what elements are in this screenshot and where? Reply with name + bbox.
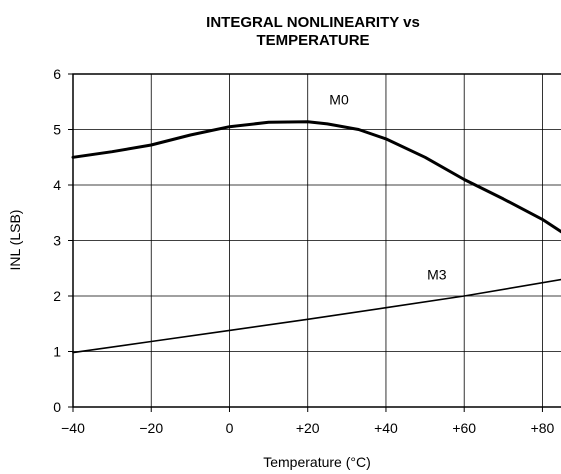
y-tick-label: 4 [53,177,61,193]
y-axis-ticks: 0 1 2 3 4 5 6 [53,66,73,415]
y-tick-label: 2 [53,288,61,304]
series-label-m3: M3 [427,266,447,282]
x-tick-label: −40 [61,420,85,436]
y-tick-label: 5 [53,122,61,138]
series-line-m0 [71,120,561,234]
y-tick-label: 3 [53,233,61,249]
y-axis-label: INL (LSB) [7,210,23,271]
chart-subtitle: TEMPERATURE [256,32,369,49]
series-label-m0: M0 [329,92,349,108]
x-tick-label: −20 [139,420,163,436]
x-axis-ticks: −40 −20 0 +20 +40 +60 +80 [61,407,555,436]
x-tick-label: +80 [531,420,555,436]
series-line-m3 [72,278,561,354]
plot-frame [72,73,561,408]
x-tick-label: +60 [452,420,476,436]
chart-title: INTEGRAL NONLINEARITY vs [206,14,420,31]
x-tick-label: +20 [296,420,320,436]
series-labels: M0 M3 [329,92,446,283]
y-tick-label: 0 [53,399,61,415]
x-tick-label: 0 [226,420,234,436]
x-axis-label: Temperature (°C) [263,454,371,470]
series-lines [71,120,561,354]
x-tick-label: +40 [374,420,398,436]
y-tick-label: 1 [53,344,61,360]
y-tick-label: 6 [53,66,61,82]
